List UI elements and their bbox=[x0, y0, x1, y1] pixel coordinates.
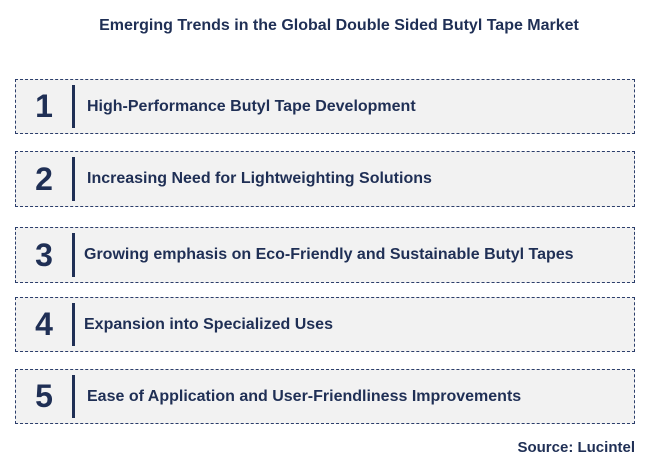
diagram-title: Emerging Trends in the Global Double Sid… bbox=[99, 17, 579, 34]
trend-label: Expansion into Specialized Uses bbox=[84, 315, 333, 333]
trend-item-4: 4 Expansion into Specialized Uses bbox=[15, 297, 635, 352]
trend-number: 1 bbox=[35, 88, 53, 124]
trend-label: Growing emphasis on Eco-Friendly and Sus… bbox=[84, 246, 574, 263]
trend-number: 5 bbox=[35, 378, 53, 414]
trend-item-3: 3 Growing emphasis on Eco-Friendly and S… bbox=[15, 227, 635, 283]
divider-bar bbox=[72, 233, 75, 277]
trend-item-1: 1 High-Performance Butyl Tape Developmen… bbox=[15, 79, 635, 134]
trend-label: Ease of Application and User-Friendlines… bbox=[87, 387, 522, 405]
divider-bar bbox=[72, 85, 75, 128]
trend-number: 2 bbox=[35, 160, 53, 197]
trend-item-5: 5 Ease of Application and User-Friendlin… bbox=[15, 369, 635, 424]
divider-bar bbox=[72, 303, 75, 346]
trend-number: 4 bbox=[35, 306, 53, 342]
source-note: Source: Lucintel bbox=[517, 439, 635, 456]
trend-label: Increasing Need for Lightweighting Solut… bbox=[87, 170, 432, 187]
divider-bar bbox=[72, 157, 75, 201]
trend-item-2: 2 Increasing Need for Lightweighting Sol… bbox=[15, 151, 635, 207]
trend-label: High-Performance Butyl Tape Development bbox=[87, 97, 416, 115]
trend-number: 3 bbox=[35, 236, 53, 273]
divider-bar bbox=[72, 375, 75, 418]
